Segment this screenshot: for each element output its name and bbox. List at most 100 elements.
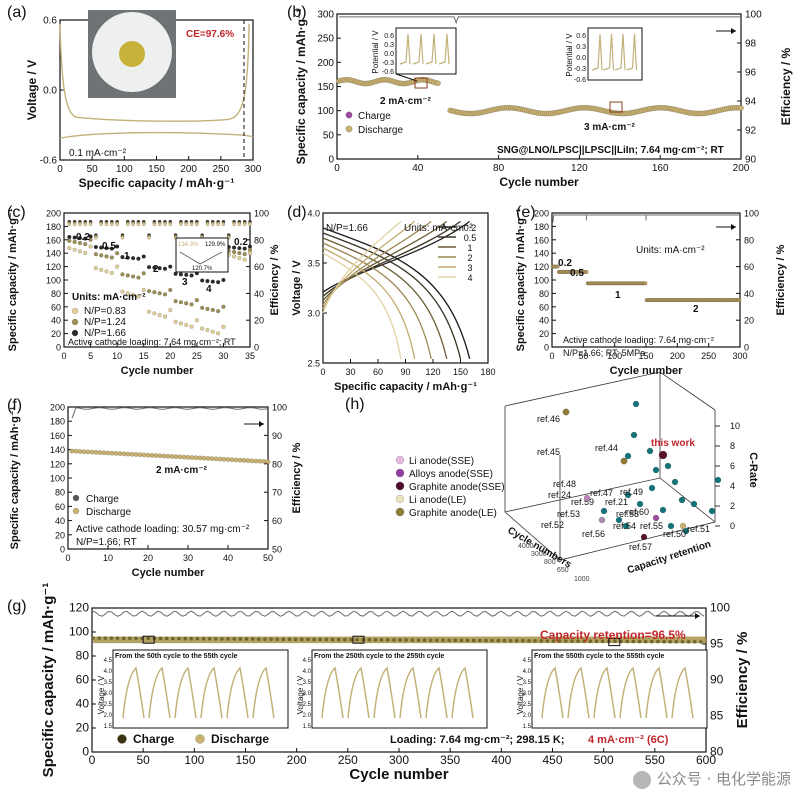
segment-label: 2 mA·cm⁻² <box>380 96 432 107</box>
panel-letter: (b) <box>287 4 307 21</box>
y-tick-label: 160 <box>50 431 65 441</box>
y2-tick-label: 98 <box>745 39 757 50</box>
x-tick-label: 0 <box>549 351 554 361</box>
y-axis-label: Specific capacity / mAh·g⁻¹ <box>9 406 21 549</box>
inset-curve <box>541 666 694 719</box>
y-tick-label: 100 <box>534 276 549 286</box>
charge-point <box>478 638 482 643</box>
y2-tick-label: 20 <box>744 316 754 326</box>
discharge-point <box>145 452 151 458</box>
panel-g: 0 50 100 150 200 250 300 350 400 450 500 550 600 0 20 4… <box>7 583 751 783</box>
x-tick-label: 250 <box>701 351 716 361</box>
capacity-point <box>146 265 152 270</box>
capacity-point <box>231 254 237 259</box>
y-axis-label: Voltage / V <box>25 60 39 120</box>
x-axis-label: Cycle number <box>349 766 448 783</box>
retention-label: Capacity retention=96.5% <box>540 628 686 642</box>
x-tick-label: 90 <box>400 367 410 377</box>
y-tick-label: 140 <box>534 249 549 259</box>
charge-point <box>134 636 138 641</box>
y-tick-label: 50 <box>323 130 335 141</box>
inset-tick: 1.5 <box>303 724 312 730</box>
current-label: 0.1 mA·cm⁻² <box>69 148 127 159</box>
ref-point <box>622 522 630 530</box>
this-work-point <box>658 450 668 460</box>
charge-point <box>692 640 697 644</box>
capacity-point <box>104 246 109 251</box>
discharge-point <box>141 452 147 458</box>
panel-letter: (c) <box>7 204 26 221</box>
y-tick-label: 0 <box>60 545 65 555</box>
inset-tick: -0.3 <box>382 60 394 67</box>
x-tick-label: 1000 <box>574 576 590 583</box>
capacity-point <box>93 244 98 250</box>
capacity-point <box>120 289 125 294</box>
ref-label: ref.57 <box>629 542 652 552</box>
x-tick-label: 20 <box>165 351 175 361</box>
capacity-point <box>200 305 205 310</box>
charge-point <box>263 637 267 641</box>
inset-curve <box>321 666 474 719</box>
efficiency-point <box>72 222 77 227</box>
y2-tick-label: 50 <box>272 545 282 555</box>
y-tick-label: 40 <box>76 697 90 711</box>
charge-point <box>158 636 163 641</box>
capacity-point <box>162 266 168 271</box>
capacity-point <box>77 240 83 246</box>
x-axis-label: Cycle number <box>499 175 579 189</box>
ref-point <box>664 462 672 470</box>
ref-label: ref.51 <box>687 524 710 534</box>
charge-point <box>373 638 378 642</box>
charge-point <box>527 639 531 643</box>
legend-marker <box>395 507 405 517</box>
y-tick-label: 60 <box>55 502 65 512</box>
charge-point <box>508 638 513 643</box>
y-tick-label: 200 <box>534 209 549 219</box>
x-axis-label: Cycle number <box>121 365 194 377</box>
discharge-point <box>97 450 103 455</box>
rate-label: 2 <box>153 264 159 275</box>
x-tick-label: 300 <box>245 164 262 175</box>
y-tick-label: 60 <box>51 302 61 312</box>
capacity-point <box>737 298 742 303</box>
panel-b: 0 40 80 120 160 200 0 50 100 150 200 250 300 90 92 94 96… <box>287 4 793 189</box>
efficiency-point <box>104 222 109 227</box>
charge-point <box>582 639 587 643</box>
x-axis-label: Cycle number <box>610 365 683 377</box>
ref-label: ref.21 <box>605 497 628 507</box>
ref-point <box>630 431 638 439</box>
efficiency-point <box>184 222 189 227</box>
legend-label: Alloys anode(SSE) <box>409 469 493 480</box>
inset-tick: 0.6 <box>576 33 586 40</box>
inset-tick: 3.5 <box>523 680 532 686</box>
ref-point <box>679 522 687 530</box>
charge-point <box>447 638 451 643</box>
rate-label: 0.5 <box>102 241 116 252</box>
discharge-point <box>185 454 191 460</box>
zoom-box <box>608 638 621 647</box>
efficiency-point <box>99 222 103 227</box>
inset-connector <box>395 73 418 82</box>
panel-letter: (d) <box>287 204 307 221</box>
ref-label: ref.24 <box>548 490 571 500</box>
charge-point <box>680 640 685 644</box>
capacity-point <box>555 264 560 269</box>
this-work-label: this work <box>651 438 695 449</box>
y2-axis-label: Efficiency / % <box>775 244 787 315</box>
capacity-point <box>146 309 152 314</box>
discharge-point <box>193 455 199 461</box>
charge-point <box>649 639 654 644</box>
ref-point <box>562 408 570 416</box>
capacity-point <box>216 331 221 336</box>
capacity-point <box>157 266 162 271</box>
charge-point <box>545 639 550 643</box>
capacity-point <box>136 275 141 280</box>
x-tick-label: 60 <box>373 367 383 377</box>
charge-point <box>97 636 101 640</box>
x-tick-label: 50 <box>87 164 99 175</box>
discharge-point <box>225 457 231 462</box>
inset-tick: 2.5 <box>303 702 312 708</box>
capacity-point <box>104 269 109 274</box>
capacity-point <box>168 264 173 269</box>
charge-point <box>459 638 464 643</box>
